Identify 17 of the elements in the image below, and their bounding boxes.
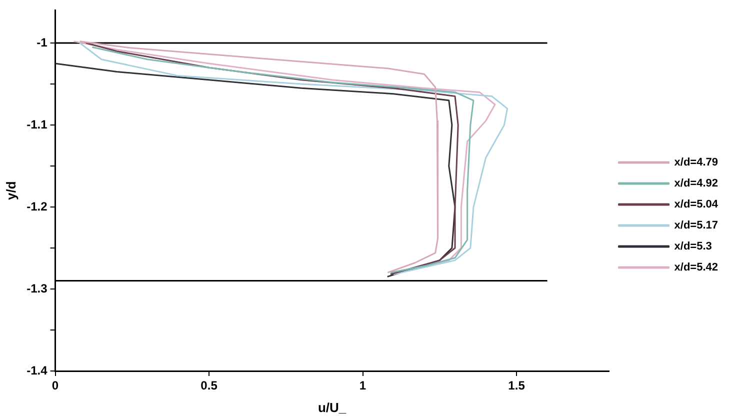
legend-label: x/d=5.04 bbox=[674, 198, 719, 211]
x-tick-label: 1.5 bbox=[508, 378, 526, 393]
y-tick-label: -1.2 bbox=[26, 199, 48, 214]
y-axis-title: y/d bbox=[3, 181, 18, 200]
y-tick-label: -1.3 bbox=[26, 281, 48, 296]
x-tick-label: 0 bbox=[52, 378, 59, 393]
y-tick-label: -1 bbox=[36, 35, 48, 50]
x-axis-title: u/U_ bbox=[318, 400, 347, 415]
legend-label: x/d=5.42 bbox=[674, 262, 718, 274]
x-tick-label: 0.5 bbox=[200, 378, 218, 393]
y-tick-label: -1.1 bbox=[26, 117, 48, 132]
y-tick-label: -1.4 bbox=[26, 363, 48, 378]
x-tick-label: 1 bbox=[359, 378, 366, 393]
legend-label: x/d=5.3 bbox=[674, 240, 712, 253]
legend-label: x/d=4.79 bbox=[674, 156, 718, 169]
legend-label: x/d=5.17 bbox=[674, 220, 718, 232]
legend-label: x/d=4.92 bbox=[674, 178, 718, 190]
